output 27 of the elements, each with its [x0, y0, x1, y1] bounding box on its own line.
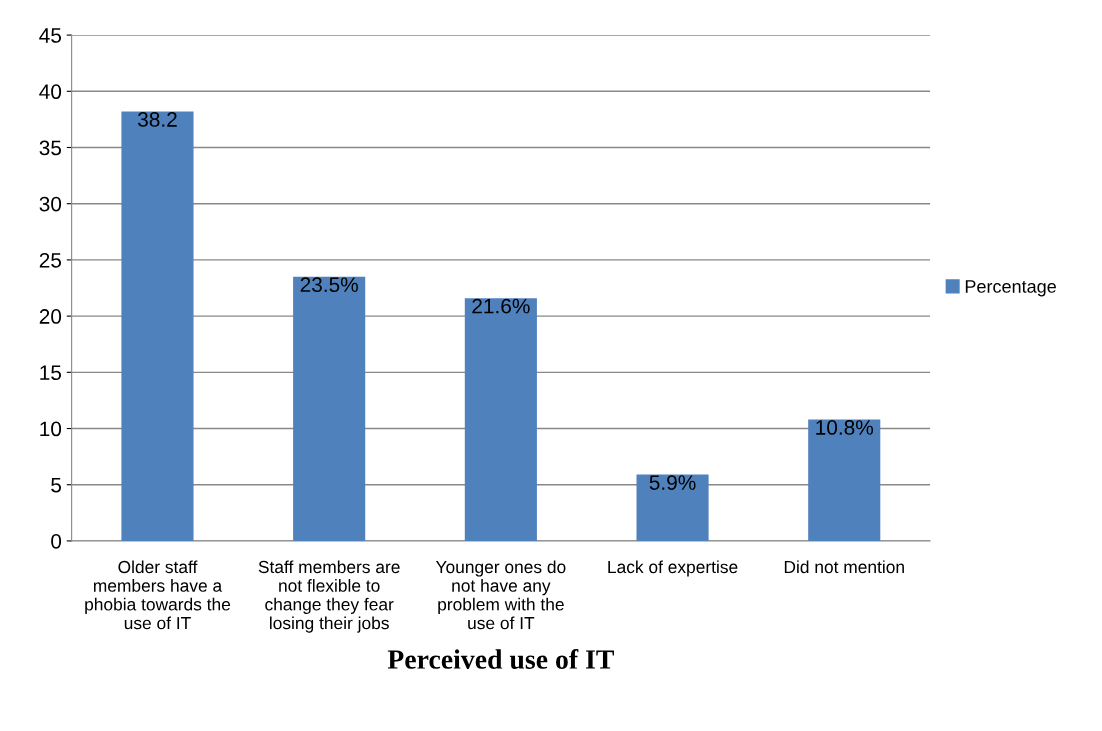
legend-label: Percentage — [965, 280, 1056, 297]
bar — [293, 276, 366, 541]
y-tick-label: 35 — [39, 140, 62, 156]
y-tick-label: 20 — [39, 309, 62, 324]
data-label: 5.9% — [649, 475, 696, 490]
x-tick-label: Older staff members have a phobia towards the use of IT — [85, 560, 231, 630]
bar — [808, 419, 881, 541]
y-tick-label: 15 — [40, 365, 62, 381]
y-tick-label: 0 — [51, 533, 62, 549]
bar — [636, 474, 709, 541]
x-tick-label: Did not mention — [784, 560, 904, 574]
x-tick-label: Lack of expertise — [608, 560, 738, 577]
y-tick-label: 30 — [39, 196, 62, 212]
x-tick-label: Staff members are not flexible to change they fear losing their jobs — [258, 560, 400, 633]
y-tick-label: 25 — [39, 252, 62, 268]
bar — [464, 298, 537, 541]
data-label: 21.6% — [472, 298, 530, 314]
data-label: 23.5% — [300, 277, 358, 293]
data-label: 38.2 — [138, 112, 177, 127]
bar — [121, 111, 194, 541]
y-tick-label: 40 — [39, 84, 62, 100]
y-tick-label: 5 — [51, 477, 62, 493]
x-tick-label: Younger ones do not have any problem with the use of IT — [435, 560, 566, 630]
x-axis-title: Perceived use of IT — [387, 649, 614, 669]
y-tick-label: 45 — [39, 28, 62, 43]
data-label: 10.8% — [816, 420, 874, 435]
y-tick-label: 10 — [40, 421, 62, 437]
